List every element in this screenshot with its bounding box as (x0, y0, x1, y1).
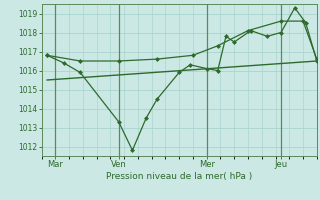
X-axis label: Pression niveau de la mer( hPa ): Pression niveau de la mer( hPa ) (106, 172, 252, 181)
